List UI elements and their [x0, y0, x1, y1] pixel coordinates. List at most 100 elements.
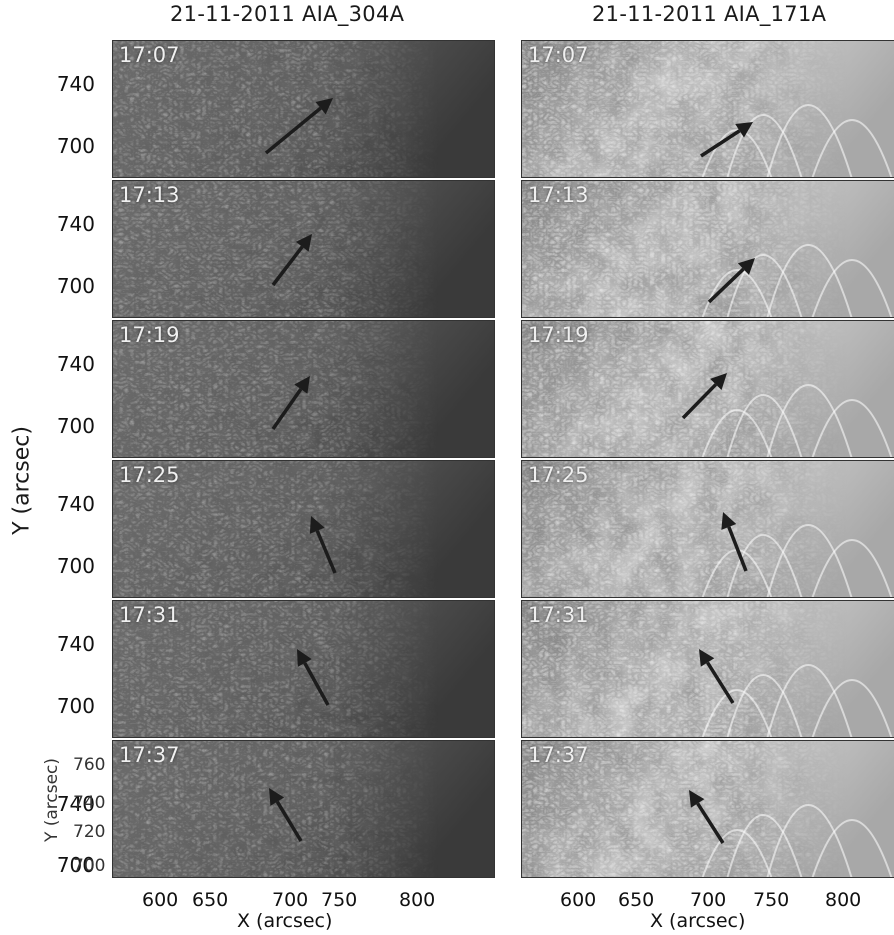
panel-171-1731: 17:31	[521, 600, 894, 738]
arrow-head	[295, 234, 312, 252]
y-axis-label: Y (arcsec)	[9, 426, 35, 535]
solar-image-304	[113, 741, 494, 877]
arrow-shaft	[303, 662, 330, 706]
arrow-head	[309, 516, 325, 534]
arrow-shaft	[707, 267, 745, 304]
x-tick-label: 650	[192, 889, 229, 911]
y-tick-label-small: 740	[73, 793, 106, 813]
time-stamp: 17:07	[528, 43, 589, 67]
arrow-shaft	[727, 526, 748, 572]
time-stamp: 17:25	[119, 463, 180, 487]
time-stamp: 17:31	[119, 603, 180, 627]
panel-171-1713: 17:13	[521, 180, 894, 318]
arrow-head	[294, 376, 310, 394]
panel-304-1719: 17:19	[112, 320, 495, 458]
x-tick-label: 600	[142, 889, 179, 911]
time-stamp: 17:07	[119, 43, 180, 67]
time-stamp: 17:19	[528, 323, 589, 347]
y-tick-label: 700	[56, 134, 95, 158]
panel-304-1731: 17:31	[112, 600, 495, 738]
solar-image-171	[522, 601, 894, 737]
arrow-shaft	[275, 800, 303, 842]
arrow-shaft	[700, 129, 741, 158]
arrow-shaft	[681, 383, 718, 420]
y-tick-label: 700	[56, 554, 95, 578]
x-tick-label: 800	[825, 889, 862, 911]
y-tick-label: 740	[56, 492, 95, 516]
panel-304-1737: 17:37	[112, 740, 495, 878]
arrow-overlay	[297, 649, 330, 706]
arrow-shaft	[706, 661, 735, 704]
arrow-overlay	[264, 98, 333, 155]
arrow-shaft	[315, 530, 337, 574]
y-tick-label: 740	[56, 632, 95, 656]
y-tick-label: 700	[56, 694, 95, 718]
y-tick-label: 740	[56, 792, 95, 816]
arrow-head	[297, 649, 312, 667]
title-304: 21-11-2011 AIA_304A	[170, 2, 405, 26]
title-171: 21-11-2011 AIA_171A	[592, 2, 827, 26]
arrow-overlay	[681, 373, 727, 420]
panel-171-1737: 17:37	[521, 740, 894, 878]
x-tick-label: 700	[690, 889, 727, 911]
time-stamp: 17:37	[528, 743, 589, 767]
arrow-head	[689, 790, 705, 808]
x-axis-label-right: X (arcsec)	[650, 910, 746, 932]
time-stamp: 17:31	[528, 603, 589, 627]
arrow-overlay	[707, 258, 755, 304]
y-tick-label: 700	[56, 853, 95, 877]
arrow-overlay	[271, 234, 312, 287]
arrow-head	[737, 258, 755, 275]
arrow-overlay	[699, 649, 735, 704]
solar-image-304	[113, 461, 494, 597]
time-stamp: 17:13	[119, 183, 180, 207]
arrow-overlay	[309, 516, 337, 574]
x-tick-label: 700	[272, 889, 309, 911]
solar-image-304	[113, 181, 494, 317]
y-tick-label-small: 760	[73, 755, 106, 775]
arrow-head	[735, 122, 753, 138]
arrow-head	[721, 512, 737, 530]
arrow-shaft	[271, 388, 303, 431]
y-tick-label-small: 700	[73, 856, 106, 876]
time-stamp: 17:25	[528, 463, 589, 487]
solar-image-171	[522, 41, 894, 177]
y-tick-label: 740	[56, 212, 95, 236]
arrow-shaft	[271, 245, 304, 287]
y-tick-label-small: 720	[73, 822, 106, 842]
solar-image-171	[522, 741, 894, 877]
arrow-overlay	[271, 376, 310, 431]
x-axis-label-left: X (arcsec)	[237, 910, 333, 932]
x-tick-label: 750	[753, 889, 790, 911]
arrow-head	[315, 98, 333, 115]
x-tick-label: 600	[560, 889, 597, 911]
solar-image-304	[113, 601, 494, 737]
panel-304-1713: 17:13	[112, 180, 495, 318]
arrow-shaft	[696, 802, 725, 844]
time-stamp: 17:19	[119, 323, 180, 347]
panel-304-1707: 17:07	[112, 40, 495, 178]
solar-image-171	[522, 181, 894, 317]
x-tick-label: 800	[399, 889, 436, 911]
time-stamp: 17:13	[528, 183, 589, 207]
panel-171-1725: 17:25	[521, 460, 894, 598]
y-axis-label-bottom-panel: Y (arcsec)	[42, 757, 63, 843]
arrow-head	[699, 649, 715, 667]
solar-image-171	[522, 461, 894, 597]
y-tick-label: 740	[56, 352, 95, 376]
panel-304-1725: 17:25	[112, 460, 495, 598]
time-stamp: 17:37	[119, 743, 180, 767]
x-tick-label: 650	[618, 889, 655, 911]
y-tick-label: 740	[56, 72, 95, 96]
arrow-overlay	[269, 788, 303, 842]
panel-171-1719: 17:19	[521, 320, 894, 458]
arrow-head	[269, 788, 285, 806]
arrow-overlay	[721, 512, 748, 572]
panel-171-1707: 17:07	[521, 40, 894, 178]
arrow-overlay	[700, 122, 753, 158]
arrow-head	[710, 373, 727, 391]
x-tick-label: 750	[321, 889, 358, 911]
y-tick-label: 700	[56, 274, 95, 298]
arrow-overlay	[689, 790, 725, 844]
arrow-shaft	[264, 106, 322, 155]
